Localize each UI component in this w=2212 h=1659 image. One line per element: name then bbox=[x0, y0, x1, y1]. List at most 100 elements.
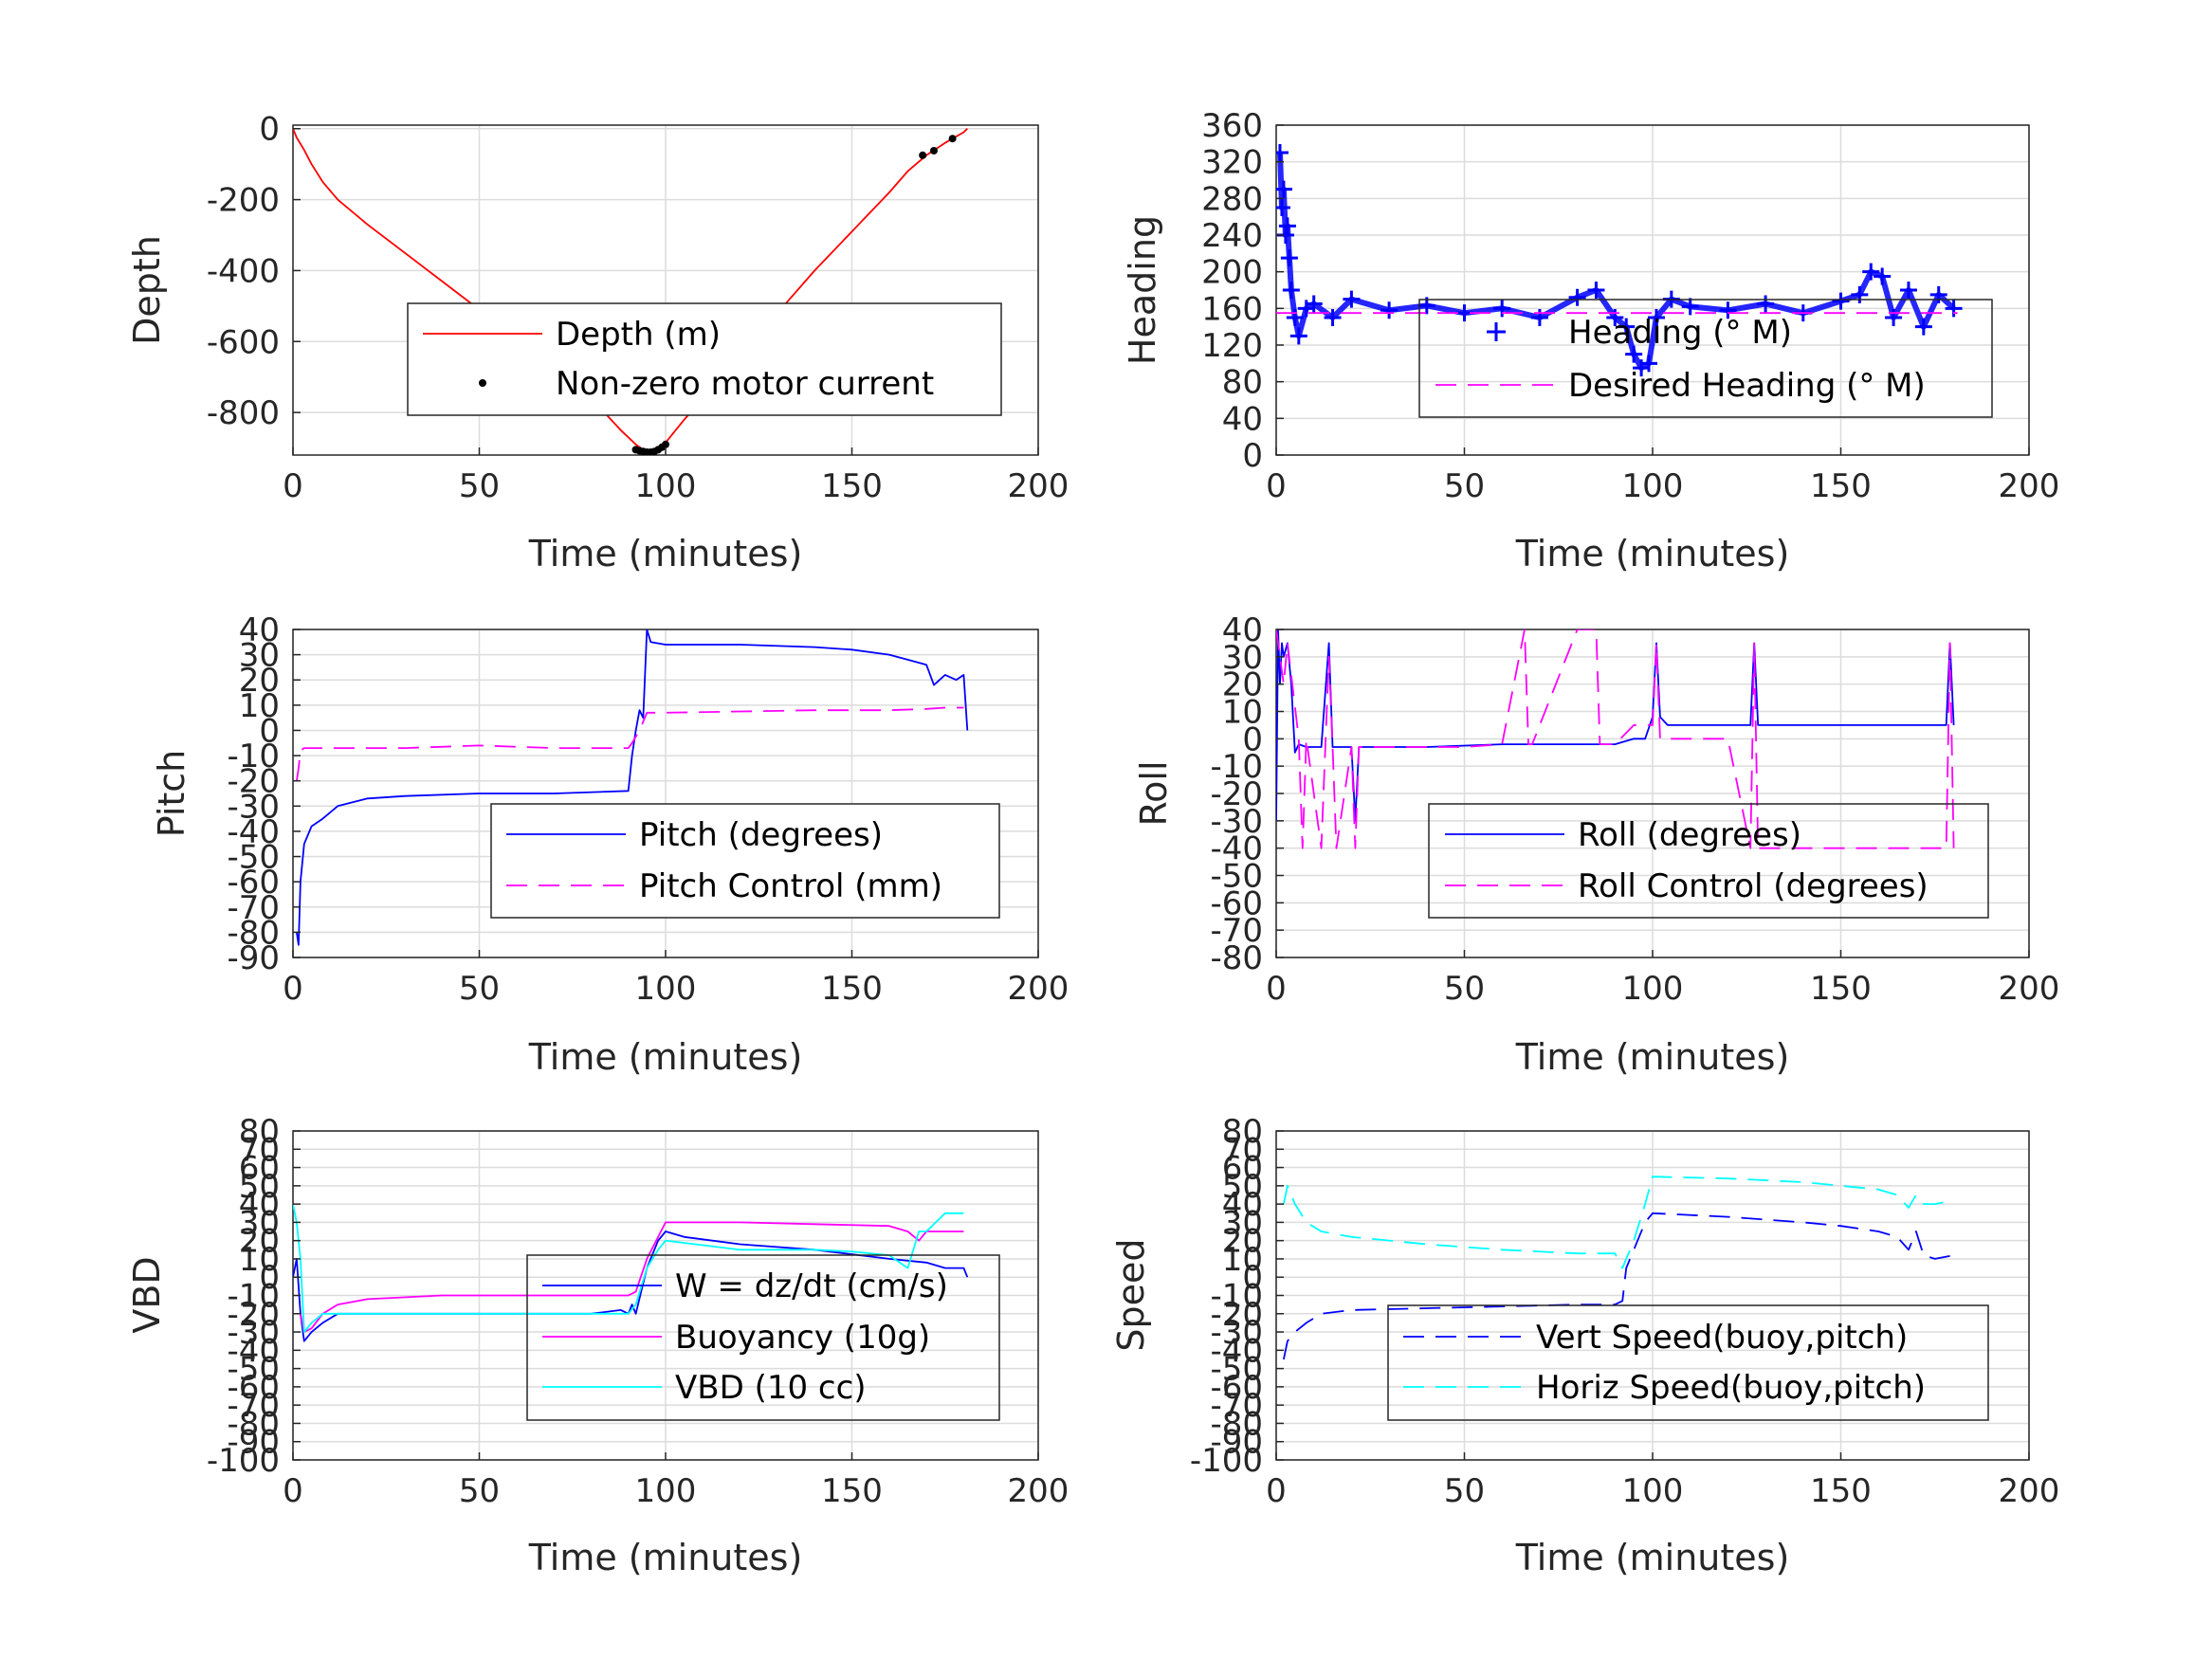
y-tick-label: -30 bbox=[227, 788, 280, 826]
series-heading-m-point bbox=[1929, 285, 1947, 303]
legend-label-buoyancy: Buoyancy (10g) bbox=[675, 1319, 930, 1357]
y-tick-label: 20 bbox=[239, 662, 280, 700]
y-tick-label: 30 bbox=[1222, 639, 1263, 677]
series-heading-m-point bbox=[1286, 309, 1304, 326]
y-tick-label: 50 bbox=[1222, 1168, 1263, 1206]
y-tick-label: 160 bbox=[1201, 290, 1263, 328]
y-axis-label: Roll bbox=[1133, 760, 1175, 826]
y-tick-label: -90 bbox=[227, 939, 280, 977]
y-tick-label: -20 bbox=[1210, 775, 1263, 813]
x-tick-label: 0 bbox=[283, 1472, 303, 1510]
y-tick-label: 320 bbox=[1201, 144, 1263, 182]
y-tick-label: 10 bbox=[239, 1241, 280, 1279]
y-tick-label: 70 bbox=[239, 1131, 280, 1169]
x-tick-label: 100 bbox=[1622, 1472, 1684, 1510]
series-heading-m-point bbox=[1640, 355, 1658, 373]
y-tick-label: -600 bbox=[207, 323, 280, 361]
x-tick-label: 200 bbox=[1999, 467, 2060, 505]
series-heading-m-point bbox=[1343, 290, 1361, 308]
series-heading-m-point bbox=[1289, 327, 1307, 345]
y-tick-label: 0 bbox=[1242, 1259, 1263, 1297]
series-heading-m-point bbox=[1625, 345, 1643, 363]
x-tick-label: 150 bbox=[1810, 467, 1872, 505]
x-axis-label: Time (minutes) bbox=[528, 1537, 803, 1578]
y-tick-label: 200 bbox=[1201, 254, 1263, 292]
series-heading-m-point bbox=[1380, 301, 1398, 319]
x-tick-label: 50 bbox=[459, 467, 500, 505]
legend-box bbox=[407, 302, 1002, 416]
y-tick-label: -30 bbox=[1210, 1314, 1263, 1352]
y-tick-label: -70 bbox=[1210, 1387, 1263, 1425]
legend-label-roll: Roll (degrees) bbox=[1578, 816, 1801, 854]
y-tick-label: 60 bbox=[1222, 1150, 1263, 1188]
y-tick-label: -90 bbox=[227, 1424, 280, 1462]
y-tick-label: 30 bbox=[239, 1204, 280, 1242]
y-tick-label: 280 bbox=[1201, 180, 1263, 218]
legend: Depth (m) Non-zero motor current bbox=[407, 302, 1002, 416]
x-tick-label: 0 bbox=[1266, 970, 1287, 1008]
y-tick-label: -400 bbox=[207, 252, 280, 290]
x-tick-label: 100 bbox=[635, 467, 697, 505]
y-tick-label: -20 bbox=[227, 763, 280, 801]
series-non-zero-motor-current-point bbox=[662, 440, 669, 448]
y-axis-label: Speed bbox=[1110, 1238, 1152, 1351]
legend-label-pitch: Pitch (degrees) bbox=[639, 816, 883, 854]
series-pitch-degrees-line bbox=[296, 629, 969, 946]
series-heading-m-point bbox=[1851, 285, 1869, 303]
y-tick-label: 70 bbox=[1222, 1131, 1263, 1169]
y-tick-label: 40 bbox=[239, 611, 280, 649]
y-tick-label: -40 bbox=[1210, 1332, 1263, 1370]
series-heading-m-point bbox=[1493, 300, 1511, 318]
series-heading-m-point bbox=[1276, 144, 1289, 161]
y-tick-label: -70 bbox=[1210, 912, 1263, 950]
y-tick-label: 40 bbox=[239, 1186, 280, 1224]
y-tick-label: 20 bbox=[239, 1223, 280, 1261]
series-heading-m-point bbox=[1305, 295, 1323, 313]
y-tick-label: -100 bbox=[1190, 1442, 1263, 1480]
legend-box bbox=[1418, 299, 1993, 418]
y-tick-label: 40 bbox=[1222, 400, 1263, 438]
y-tick-label: -40 bbox=[227, 1332, 280, 1370]
series-heading-m-point bbox=[1874, 267, 1892, 285]
legend-label-desired-heading: Desired Heading (° M) bbox=[1568, 367, 1926, 405]
y-tick-label: -10 bbox=[1210, 748, 1263, 786]
series-vert-speed-buoy-pitch-line bbox=[1283, 1212, 1954, 1360]
y-tick-label: 0 bbox=[1242, 720, 1263, 758]
y-tick-label: 0 bbox=[259, 111, 280, 149]
series-w-dz-dt-cm-s-line bbox=[293, 1231, 969, 1342]
x-tick-label: 50 bbox=[459, 970, 500, 1008]
series-heading-m-point bbox=[1606, 309, 1624, 326]
series-heading-m-point bbox=[1914, 318, 1932, 336]
legend: Pitch (degrees) Pitch Control (mm) bbox=[490, 803, 1000, 919]
series-heading-m-point bbox=[1280, 249, 1298, 267]
y-tick-label: -20 bbox=[1210, 1296, 1263, 1334]
y-tick-label: 10 bbox=[239, 687, 280, 725]
legend-label-vbd: VBD (10 cc) bbox=[675, 1369, 867, 1407]
series-heading-m-point bbox=[1647, 309, 1665, 326]
panel-pitch: 0 50 100 150 200403020100-10-20-30-40-50-60-… bbox=[151, 611, 1069, 1078]
series-heading-m-line bbox=[1277, 152, 1956, 372]
series-roll-control-degrees-line bbox=[1276, 629, 1955, 849]
series-heading-m-point bbox=[1757, 295, 1775, 313]
legend: W = dz/dt (cm/s) Buoyancy (10g) VBD (10 … bbox=[526, 1254, 1000, 1421]
y-tick-label: -60 bbox=[227, 864, 280, 902]
x-tick-label: 150 bbox=[1810, 1472, 1872, 1510]
y-tick-label: 80 bbox=[1222, 1113, 1263, 1151]
y-tick-label: 0 bbox=[259, 1259, 280, 1297]
legend-box bbox=[490, 803, 1000, 919]
y-tick-label: 20 bbox=[1222, 1223, 1263, 1261]
legend-label-horiz-speed: Horiz Speed(buoy,pitch) bbox=[1536, 1369, 1926, 1407]
x-tick-label: 100 bbox=[1622, 970, 1684, 1008]
series-heading-m-point bbox=[1681, 298, 1699, 316]
y-tick-label: 120 bbox=[1201, 327, 1263, 365]
y-tick-label: -60 bbox=[1210, 884, 1263, 922]
legend-box bbox=[1387, 1304, 1989, 1421]
x-tick-label: 50 bbox=[459, 1472, 500, 1510]
y-tick-label: -200 bbox=[207, 182, 280, 220]
y-tick-label: 80 bbox=[239, 1113, 280, 1151]
x-tick-label: 0 bbox=[283, 970, 303, 1008]
legend-label-depth: Depth (m) bbox=[556, 316, 721, 354]
x-tick-label: 150 bbox=[1810, 970, 1872, 1008]
